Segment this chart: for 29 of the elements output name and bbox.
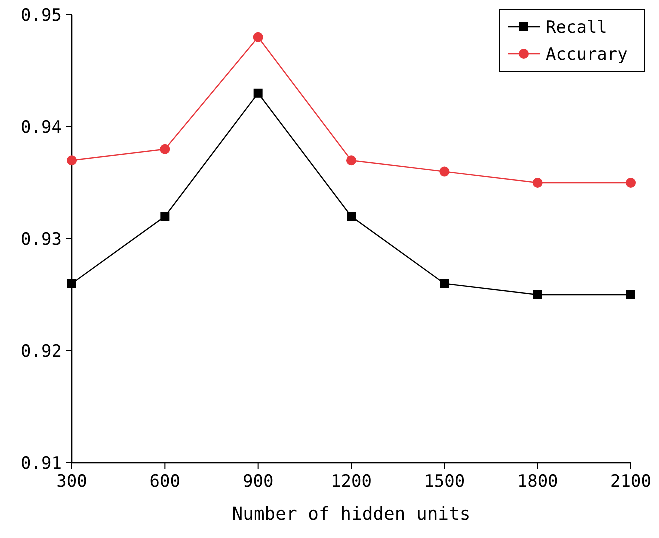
point <box>253 32 264 42</box>
point <box>67 156 77 166</box>
x-tick-label: 2100 <box>610 472 652 492</box>
point <box>254 88 263 98</box>
point <box>440 279 450 288</box>
point <box>68 279 76 288</box>
x-tick-label: 1500 <box>424 472 466 492</box>
x-axis-title: Number of hidden units <box>232 504 471 525</box>
x-tick-label: 1800 <box>517 472 558 492</box>
y-tick-label: 0.93 <box>21 230 62 250</box>
point <box>626 290 636 300</box>
point <box>626 178 636 188</box>
y-tick-label: 0.94 <box>21 118 62 138</box>
point <box>160 144 170 154</box>
x-tick-label: 900 <box>242 472 274 492</box>
point <box>160 212 170 222</box>
x-tick-label: 600 <box>150 472 181 492</box>
x-tick-label: 1200 <box>331 472 372 492</box>
point <box>533 290 542 300</box>
point <box>532 178 543 188</box>
legend-label: Accurary <box>546 44 628 65</box>
y-tick-label: 0.95 <box>21 6 62 26</box>
y-tick-label: 0.92 <box>21 342 62 362</box>
y-tick-label: 0.91 <box>21 454 62 474</box>
point <box>440 166 450 177</box>
point <box>347 212 356 222</box>
point <box>346 156 356 166</box>
legend-label: Recall <box>546 18 608 38</box>
x-tick-label: 300 <box>56 472 88 492</box>
